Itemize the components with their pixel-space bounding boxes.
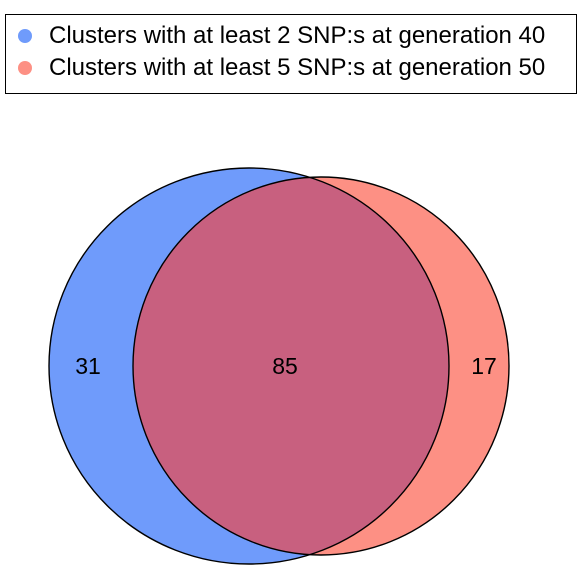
- legend-marker-red: [18, 61, 32, 75]
- set-b-only-count: 17: [471, 353, 497, 379]
- legend-marker-blue: [18, 29, 32, 43]
- legend-item-generation-40: Clusters with at least 2 SNP:s at genera…: [18, 21, 545, 51]
- legend-item-generation-50: Clusters with at least 5 SNP:s at genera…: [18, 53, 545, 83]
- intersection-count: 85: [272, 353, 298, 379]
- legend: Clusters with at least 2 SNP:s at genera…: [5, 14, 577, 94]
- legend-label: Clusters with at least 2 SNP:s at genera…: [49, 22, 546, 49]
- set-a-only-count: 31: [75, 353, 101, 379]
- legend-label: Clusters with at least 5 SNP:s at genera…: [49, 54, 546, 81]
- intersection-region: [133, 177, 449, 555]
- set-b-outline: [132, 176, 510, 556]
- set-a-outline: [48, 167, 450, 565]
